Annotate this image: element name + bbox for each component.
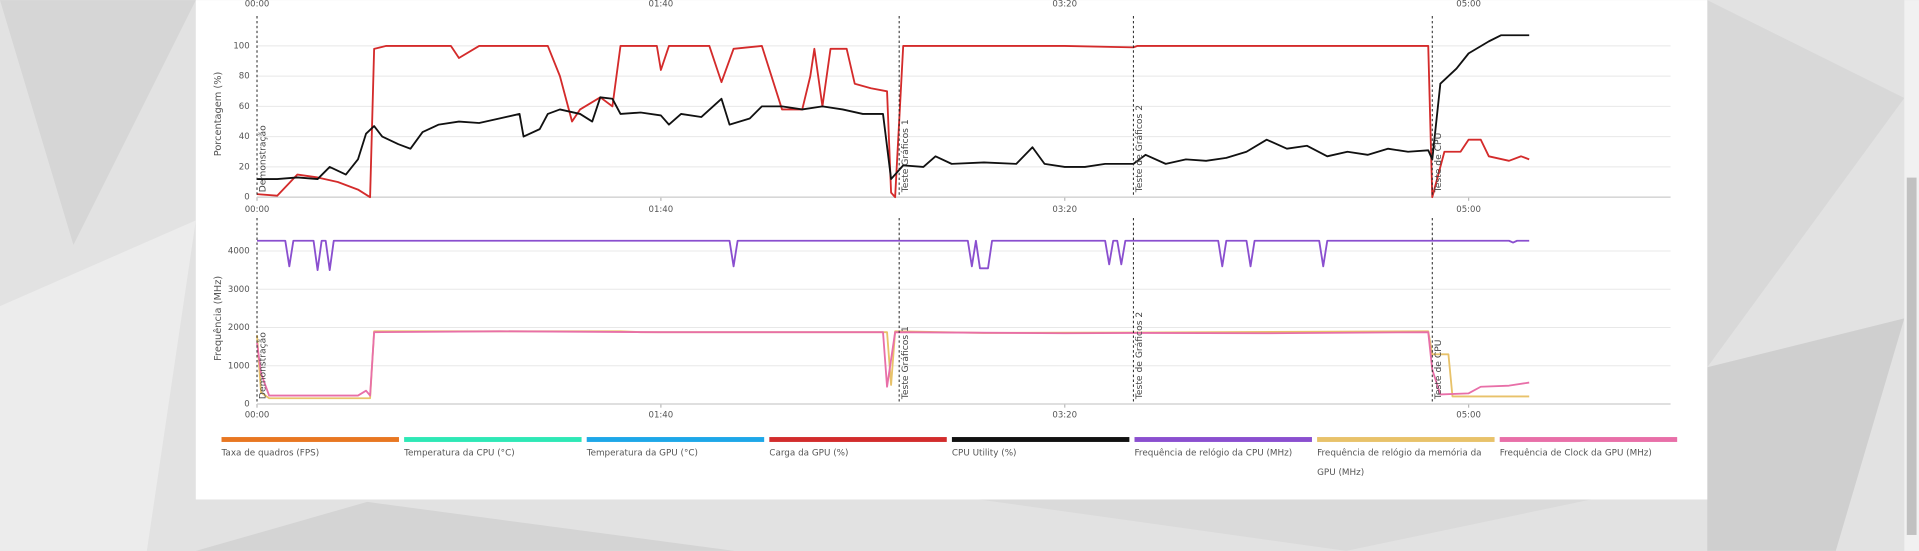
annotation-label: Teste de CPU	[1433, 133, 1444, 194]
charts: 00:00 01:40 03:20 05:00 00:00 01:40 03:20 05:00…	[212, 0, 1678, 478]
y-tick-label: 2000	[228, 323, 250, 333]
series-line	[256, 330, 1530, 400]
y-tick-label: 40	[239, 132, 250, 142]
legend-item: Frequência de relógio da memória da GPU …	[1317, 446, 1482, 478]
x-tick-label: 01:40	[649, 0, 674, 9]
x-tick-label: 01:40	[649, 205, 674, 215]
y-axis-title: Frequência (MHz)	[212, 276, 224, 361]
legend-label[interactable]: Taxa de quadros (FPS)	[221, 446, 320, 458]
x-tick-label: 00:00	[245, 205, 270, 215]
legend-swatch	[586, 437, 765, 442]
legend-label[interactable]: Temperatura da CPU (°C)	[404, 446, 515, 458]
annotation-label: Teste de Gráficos 2	[1134, 105, 1145, 193]
y-tick-label: 3000	[228, 285, 250, 295]
y-tick-label: 0	[244, 193, 249, 203]
legend-item: Frequência de Clock da GPU (MHz)	[1499, 446, 1652, 458]
x-tick-label: 03:20	[1052, 0, 1077, 9]
legend-item: Carga da GPU (%)	[769, 446, 849, 458]
annotation-label: Teste de CPU	[1433, 340, 1444, 401]
annotation-label: Demonstração	[258, 332, 269, 399]
y-axis-title: Porcentagem (%)	[213, 72, 224, 157]
x-tick-label: 01:40	[649, 411, 674, 421]
legend-label[interactable]: Frequência de relógio da CPU (MHz)	[1134, 446, 1293, 458]
card	[195, 0, 1708, 500]
x-tick-label: 03:20	[1052, 205, 1077, 215]
legend-item: Frequência de relógio da CPU (MHz)	[1134, 446, 1293, 458]
legend-swatch	[1499, 437, 1678, 442]
legend-item: Temperatura da CPU (°C)	[404, 446, 515, 458]
legend-label[interactable]: Frequência de Clock da GPU (MHz)	[1499, 446, 1652, 458]
bg-shape	[1707, 0, 1905, 368]
x-tick-label: 00:00	[245, 411, 270, 421]
legend-swatch	[769, 437, 947, 442]
legend-item: CPU Utility (%)	[951, 446, 1017, 458]
annotation-label: Demonstração	[258, 125, 269, 192]
legend-label[interactable]: Frequência de relógio da memória da GPU …	[1317, 446, 1482, 478]
x-tick-label: 03:20	[1052, 411, 1077, 421]
bg-shape	[195, 501, 735, 551]
bg-shape	[979, 499, 1592, 551]
y-tick-label: 80	[239, 72, 250, 82]
x-tick-label: 00:00	[245, 0, 270, 9]
legend-swatch	[1317, 437, 1495, 442]
y-tick-label: 60	[239, 102, 250, 112]
legend-swatch	[1134, 437, 1312, 442]
y-tick-label: 1000	[228, 361, 250, 371]
y-tick-label: 4000	[228, 247, 250, 257]
x-tick-label: 05:00	[1456, 205, 1481, 215]
bg-shape	[0, 0, 196, 245]
legend-item: Temperatura da GPU (°C)	[586, 446, 698, 458]
y-tick-label: 0	[244, 400, 249, 410]
legend-swatch	[221, 437, 399, 442]
series-line	[256, 330, 1530, 397]
annotation-label: Teste de Gráficos 2	[1134, 312, 1145, 400]
scrollbar-thumb[interactable]	[1906, 177, 1917, 535]
y-tick-label: 100	[233, 41, 249, 51]
bg-shape	[0, 220, 196, 551]
series-line	[256, 44, 1530, 199]
legend-label[interactable]: Temperatura da GPU (°C)	[586, 446, 698, 458]
x-tick-label: 05:00	[1456, 411, 1481, 421]
y-tick-label: 20	[239, 162, 250, 172]
x-tick-label: 05:00	[1456, 0, 1481, 9]
legend-swatch	[951, 437, 1130, 442]
legend-item: Taxa de quadros (FPS)	[221, 446, 320, 458]
series-line	[257, 239, 1530, 272]
legend-label[interactable]: Carga da GPU (%)	[769, 446, 849, 458]
legend-label[interactable]: CPU Utility (%)	[951, 446, 1017, 458]
bg-shape	[1707, 318, 1905, 551]
series-line	[257, 34, 1530, 180]
annotation-label: Teste Gráficos 1	[900, 119, 911, 193]
annotation-label: Teste Gráficos 1	[900, 326, 911, 400]
legend-swatch	[404, 437, 582, 442]
